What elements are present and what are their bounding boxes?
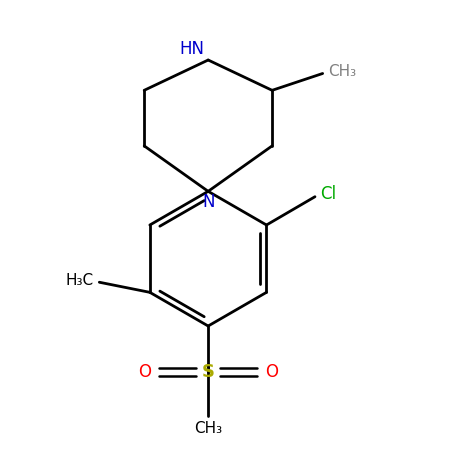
Text: S: S xyxy=(202,363,215,381)
Text: HN: HN xyxy=(180,40,205,58)
Text: CH₃: CH₃ xyxy=(328,64,356,79)
Text: O: O xyxy=(139,363,152,381)
Text: O: O xyxy=(265,363,278,381)
Text: Cl: Cl xyxy=(320,185,337,203)
Text: CH₃: CH₃ xyxy=(194,421,222,436)
Text: N: N xyxy=(202,193,214,211)
Text: H₃C: H₃C xyxy=(66,274,94,288)
